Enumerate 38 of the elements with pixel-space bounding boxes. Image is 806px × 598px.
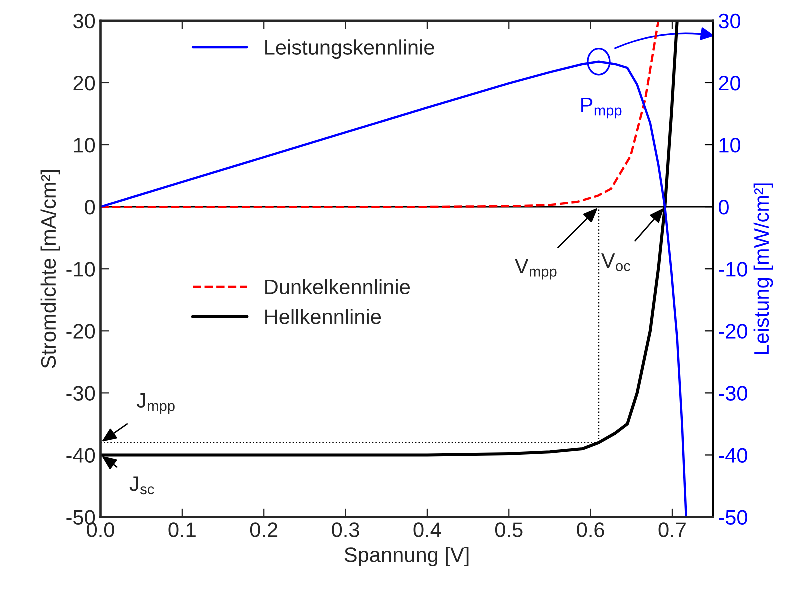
y2-tick-label: -40 <box>719 448 748 463</box>
y-tick-label: -50 <box>66 510 96 526</box>
y-tick-label: 30 <box>74 14 96 29</box>
y2-tick-label: -50 <box>719 510 748 526</box>
y-axis-title: Stromdichte [mA/cm²] <box>40 170 60 368</box>
y-tick-label: -40 <box>66 448 96 463</box>
y2-tick-label: -20 <box>719 324 748 339</box>
y2-tick-label: -30 <box>719 386 748 401</box>
x-tick-label: 0.1 <box>168 522 196 538</box>
y2-tick-label: -10 <box>719 262 748 277</box>
y-tick-label: -20 <box>66 324 96 339</box>
x-tick-label: 0.7 <box>658 522 686 538</box>
y-tick-label: -30 <box>66 386 96 401</box>
annotation: J$_{sc}$ <box>130 476 154 495</box>
annotation: P$_{mpp}$ <box>582 98 622 119</box>
legend-label: Leistungskennlinie <box>266 40 434 60</box>
y2-tick-label: 30 <box>718 14 741 29</box>
annotation: V$_{oc}$ <box>602 254 631 272</box>
annotation: J$_{mpp}$ <box>136 394 175 414</box>
y-tick-label: 20 <box>74 76 96 91</box>
x-tick-label: 0.6 <box>577 522 604 538</box>
y-tick-label: 10 <box>74 138 96 153</box>
y-tick-label: 0 <box>85 200 96 215</box>
line-series <box>100 20 660 208</box>
x-tick-label: 0.0 <box>87 522 114 538</box>
y2-tick-label: 10 <box>720 138 741 153</box>
x-tick-label: 0.4 <box>414 522 442 538</box>
y-tick-label: -10 <box>66 262 96 277</box>
y2-axis-title: Leistung [mW/cm²] <box>754 184 774 354</box>
legend-label: Hellkennlinie <box>266 309 382 324</box>
legend-label: Dunkelkennlinie <box>266 279 410 295</box>
y2-tick-label: 0 <box>718 200 729 215</box>
x-tick-label: 0.3 <box>332 522 360 538</box>
annotation: V$_{mpp}$ <box>514 259 557 280</box>
y2-tick-label: 20 <box>719 76 741 91</box>
x-tick-label: 0.2 <box>250 522 278 538</box>
x-axis-title: Spannung [V] <box>344 547 469 567</box>
x-tick-label: 0.5 <box>495 522 523 538</box>
